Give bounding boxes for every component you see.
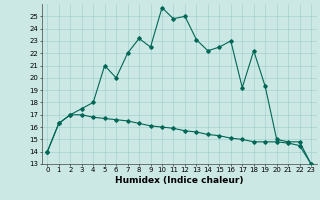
X-axis label: Humidex (Indice chaleur): Humidex (Indice chaleur) — [115, 176, 244, 185]
